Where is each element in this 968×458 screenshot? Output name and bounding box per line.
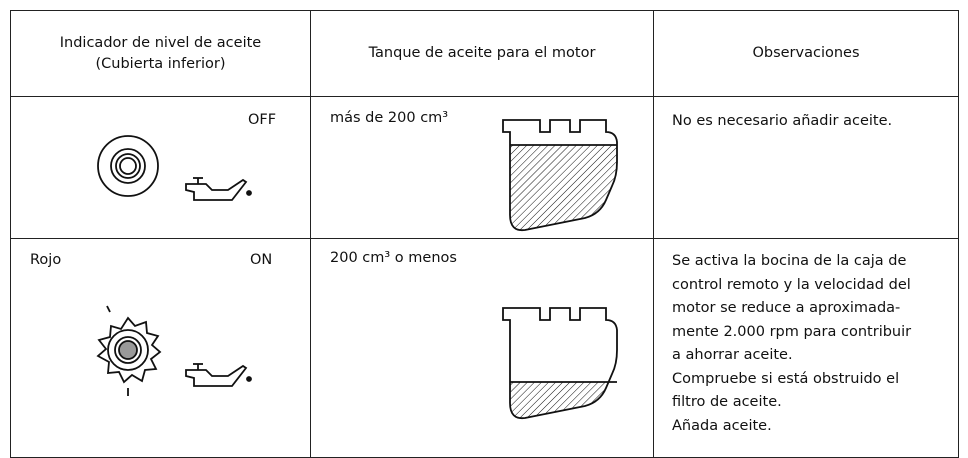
observation-line: motor se reduce a aproximada- bbox=[672, 300, 901, 316]
observations: No es necesario añadir aceite. bbox=[672, 110, 892, 134]
observation-line: control remoto y la velocidad del bbox=[672, 276, 911, 293]
observation-line: No es necesario añadir aceite. bbox=[672, 113, 893, 129]
observations: Se activa la bocina de la caja de control… bbox=[672, 250, 911, 438]
state-label: ON bbox=[250, 252, 273, 268]
tank-full bbox=[502, 119, 618, 232]
header-text: Observaciones bbox=[752, 45, 860, 61]
header-text: Indicador de nivel de aceite bbox=[59, 34, 262, 51]
observation-line: Añada aceite. bbox=[672, 417, 772, 434]
observation-line: a ahorrar aceite. bbox=[672, 347, 793, 363]
observation-line: Se activa la bocina de la caja de bbox=[672, 253, 907, 269]
color-label: Rojo bbox=[30, 252, 62, 268]
state-label: OFF bbox=[248, 112, 277, 128]
oil-can-icon bbox=[185, 177, 252, 201]
observation-line: Compruebe si está obstruido el bbox=[672, 370, 900, 387]
tank-low bbox=[502, 307, 618, 420]
header-text: Tanque de aceite para el motor bbox=[368, 45, 596, 61]
tank-label: más de 200 cm³ bbox=[330, 110, 449, 126]
tank-label: 200 cm³ o menos bbox=[330, 250, 457, 266]
indicator-on bbox=[96, 305, 162, 396]
header-text: (Cubierta inferior) bbox=[95, 55, 226, 72]
indicator-off bbox=[97, 135, 159, 197]
illustrations bbox=[96, 119, 618, 420]
page: Indicador de nivel de aceite (Cubierta i… bbox=[10, 10, 959, 458]
observation-line: mente 2.000 rpm para contribuir bbox=[672, 323, 912, 340]
oil-can-icon bbox=[185, 363, 252, 387]
observation-line: filtro de aceite. bbox=[672, 394, 782, 410]
